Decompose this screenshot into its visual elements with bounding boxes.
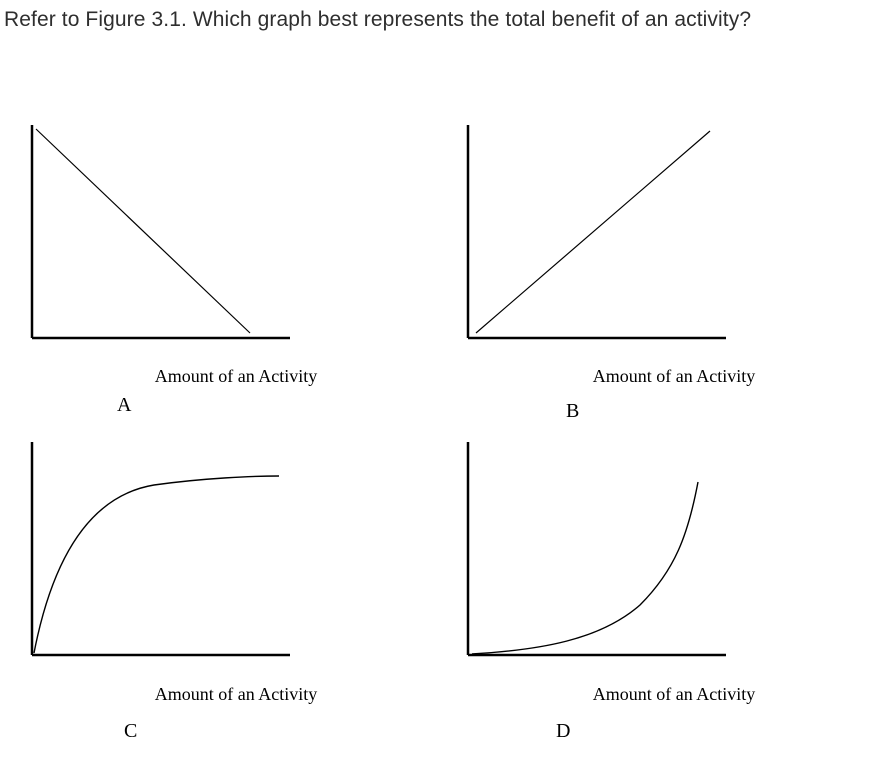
panel-d-letter: D [556, 720, 570, 743]
question-text: Refer to Figure 3.1. Which graph best re… [4, 6, 877, 34]
panel-c [14, 440, 294, 675]
panel-a-curve [36, 129, 250, 333]
page-root: Refer to Figure 3.1. Which graph best re… [0, 0, 881, 757]
panel-a-x-label: Amount of an Activity [86, 366, 386, 387]
panel-a-letter: A [117, 394, 131, 417]
panel-d-x-label: Amount of an Activity [524, 684, 824, 705]
panel-a-svg [14, 123, 294, 358]
panel-b-letter: B [566, 400, 579, 423]
panel-a [14, 123, 294, 358]
panel-c-letter: C [124, 720, 137, 743]
panel-c-curve [34, 476, 279, 653]
panel-b-x-label: Amount of an Activity [524, 366, 824, 387]
panel-c-x-label: Amount of an Activity [86, 684, 386, 705]
panel-c-svg [14, 440, 294, 675]
panel-b-svg [450, 123, 730, 358]
panel-d-curve [472, 482, 698, 654]
panel-b-curve [476, 131, 710, 333]
panel-d [450, 440, 730, 675]
panel-d-svg [450, 440, 730, 675]
panel-b [450, 123, 730, 358]
